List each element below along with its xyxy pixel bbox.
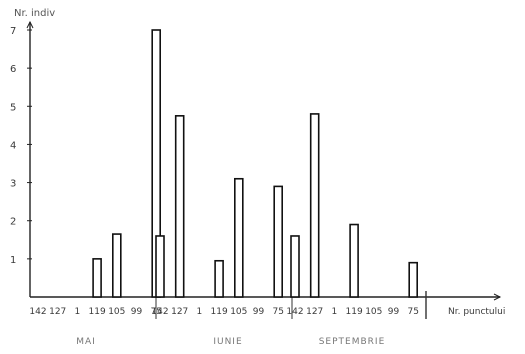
y-tick-label: 7 <box>10 26 16 37</box>
x-tick-label: 105 <box>365 307 382 317</box>
month-label: MAI <box>76 337 96 347</box>
x-tick-label: 99 <box>253 307 265 317</box>
bar <box>214 259 224 298</box>
bar <box>174 115 185 298</box>
bar <box>290 235 300 298</box>
y-tick-label: 3 <box>10 179 16 190</box>
bars <box>92 29 419 298</box>
x-axis-arrow <box>493 293 502 301</box>
x-tick-label: 142 <box>151 307 168 317</box>
x-tick-label: 127 <box>49 307 66 317</box>
month-label: SEPTEMBRIE <box>319 337 386 347</box>
x-tick-label: 142 <box>286 307 303 317</box>
y-axis-arrow <box>26 20 34 29</box>
bar <box>92 258 102 298</box>
x-axis-title: Nr. punctului <box>448 307 505 317</box>
bar <box>349 223 359 298</box>
bar <box>155 235 165 298</box>
x-tick-label: 75 <box>407 307 418 317</box>
bar <box>234 177 244 298</box>
x-tick-label: 1 <box>75 307 81 317</box>
y-tick-label: 1 <box>10 255 16 266</box>
x-tick-label: 1 <box>197 307 203 317</box>
y-tick-label: 2 <box>10 217 16 228</box>
y-tick-label: 6 <box>10 64 16 75</box>
x-tick-label: 99 <box>388 307 400 317</box>
bar <box>273 185 284 298</box>
y-axis-title: Nr. indiv <box>14 8 55 19</box>
x-tick-label: 127 <box>171 307 188 317</box>
x-tick-label: 75 <box>272 307 283 317</box>
x-tick-label: 119 <box>89 307 106 317</box>
x-tick-label: 127 <box>306 307 323 317</box>
x-tick-label: 75 <box>150 307 161 317</box>
month-label: IUNIE <box>213 337 242 347</box>
x-tick-label: 119 <box>211 307 228 317</box>
x-tick-label: 105 <box>230 307 247 317</box>
x-tick-label: 105 <box>108 307 125 317</box>
x-tick-label: 99 <box>131 307 143 317</box>
bar <box>112 233 122 298</box>
x-tick-label: 119 <box>346 307 363 317</box>
bar <box>309 113 320 298</box>
x-tick-label: 1 <box>332 307 338 317</box>
y-tick-label: 5 <box>10 102 16 113</box>
y-tick-label: 4 <box>10 140 16 151</box>
bar <box>408 261 419 298</box>
x-tick-label: 142 <box>29 307 46 317</box>
